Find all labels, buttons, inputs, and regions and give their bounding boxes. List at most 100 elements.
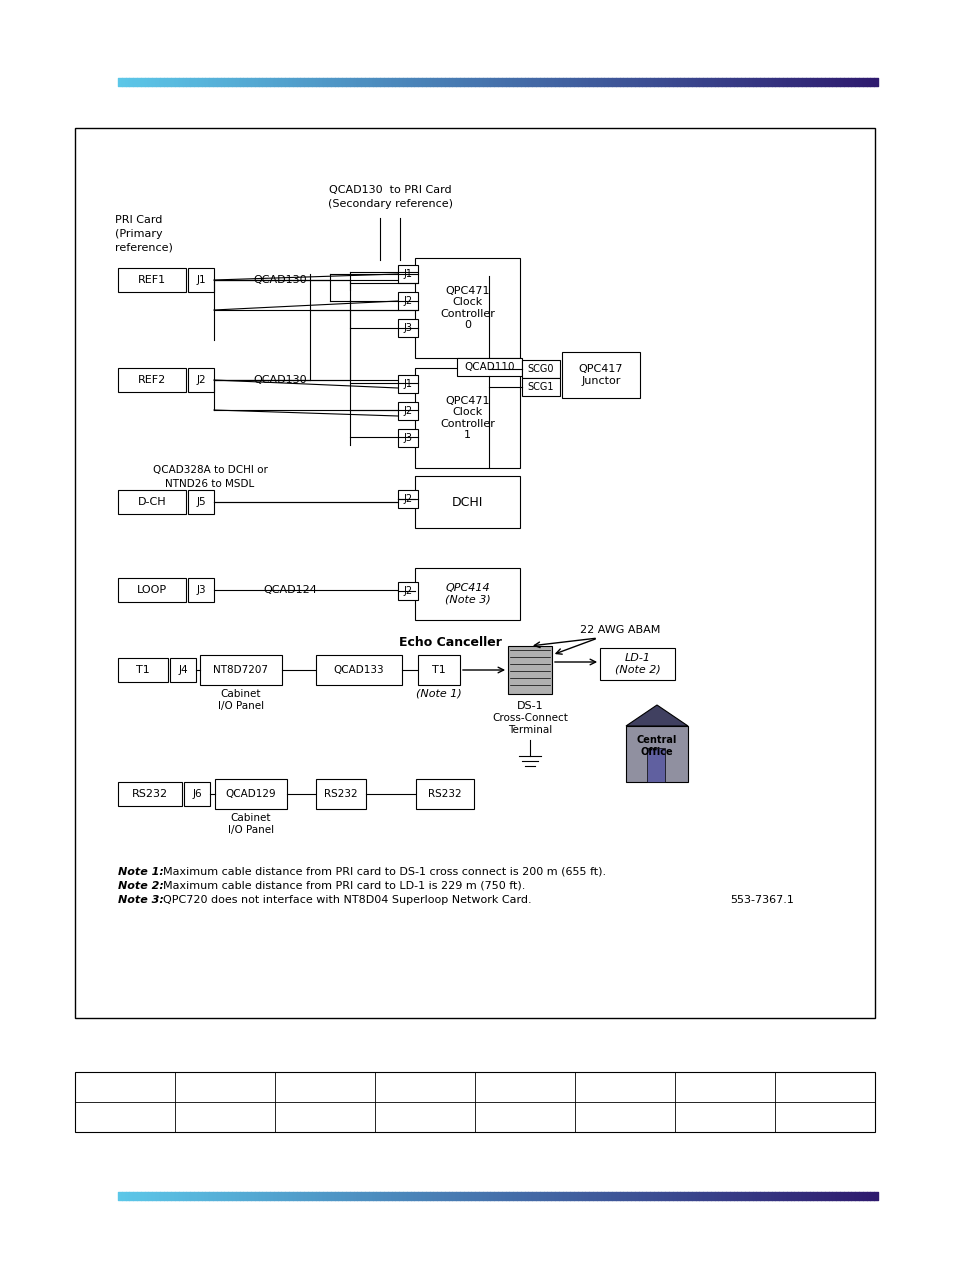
Text: J3: J3 xyxy=(196,585,206,595)
Bar xyxy=(456,357,521,377)
Text: REF1: REF1 xyxy=(138,275,166,285)
Bar xyxy=(188,268,213,293)
Text: QCAD130: QCAD130 xyxy=(253,375,307,385)
Bar xyxy=(397,265,417,282)
Text: QPC471: QPC471 xyxy=(445,286,489,296)
Bar xyxy=(646,748,664,782)
Text: J3: J3 xyxy=(403,432,412,443)
Bar xyxy=(188,577,213,602)
Text: J4: J4 xyxy=(178,665,188,675)
Text: LOOP: LOOP xyxy=(137,585,167,595)
Text: J5: J5 xyxy=(196,497,206,508)
Text: DS-1: DS-1 xyxy=(517,701,543,711)
Text: Maximum cable distance from PRI card to DS-1 cross connect is 200 m (655 ft).: Maximum cable distance from PRI card to … xyxy=(156,868,606,876)
Text: J2: J2 xyxy=(196,375,206,385)
Text: I/O Panel: I/O Panel xyxy=(217,701,264,711)
Bar xyxy=(397,375,417,393)
Bar xyxy=(415,476,519,528)
Text: Office: Office xyxy=(640,747,673,757)
Text: Clock: Clock xyxy=(452,407,482,417)
Bar xyxy=(397,293,417,310)
Text: 1: 1 xyxy=(463,430,471,440)
Bar xyxy=(118,490,186,514)
Text: (Secondary reference): (Secondary reference) xyxy=(327,198,452,209)
Text: QCAD328A to DCHI or: QCAD328A to DCHI or xyxy=(152,466,267,474)
Bar xyxy=(415,569,519,619)
Text: Note 3:: Note 3: xyxy=(118,895,164,904)
Bar xyxy=(417,655,459,686)
Text: Clock: Clock xyxy=(452,298,482,308)
Text: Central: Central xyxy=(637,735,677,745)
Bar xyxy=(397,583,417,600)
Text: Cabinet: Cabinet xyxy=(220,689,261,700)
Bar xyxy=(521,360,559,378)
Bar xyxy=(521,378,559,396)
Text: QPC414: QPC414 xyxy=(445,584,489,594)
Text: QCAD129: QCAD129 xyxy=(226,789,276,799)
Text: 553-7367.1: 553-7367.1 xyxy=(729,895,793,904)
Bar xyxy=(397,319,417,337)
Text: REF2: REF2 xyxy=(138,375,166,385)
Text: D-CH: D-CH xyxy=(137,497,166,508)
Text: RS232: RS232 xyxy=(324,789,357,799)
Text: T1: T1 xyxy=(432,665,445,675)
Text: SCG1: SCG1 xyxy=(527,382,554,392)
Bar xyxy=(188,368,213,392)
Bar xyxy=(118,658,168,682)
Text: reference): reference) xyxy=(115,243,172,253)
Bar xyxy=(200,655,282,686)
Text: Terminal: Terminal xyxy=(507,725,552,735)
Text: J1: J1 xyxy=(196,275,206,285)
Bar xyxy=(214,778,287,809)
Text: Controller: Controller xyxy=(439,309,495,318)
Text: Cabinet: Cabinet xyxy=(231,813,271,823)
Text: J3: J3 xyxy=(403,323,412,333)
Text: J2: J2 xyxy=(403,406,412,416)
Text: J1: J1 xyxy=(403,379,412,389)
Text: (Primary: (Primary xyxy=(115,229,162,239)
Text: J2: J2 xyxy=(403,296,412,307)
Text: QCAD110: QCAD110 xyxy=(464,363,515,371)
Text: Echo Canceller: Echo Canceller xyxy=(398,636,501,649)
Bar xyxy=(397,490,417,508)
Text: QPC720 does not interface with NT8D04 Superloop Network Card.: QPC720 does not interface with NT8D04 Su… xyxy=(156,895,532,904)
Bar xyxy=(188,490,213,514)
Bar xyxy=(561,352,639,398)
Text: J2: J2 xyxy=(403,586,412,597)
Bar xyxy=(599,647,675,681)
Text: 0: 0 xyxy=(463,319,471,329)
Bar xyxy=(625,726,687,782)
Text: Controller: Controller xyxy=(439,418,495,429)
Text: QCAD130: QCAD130 xyxy=(253,275,307,285)
Text: Note 2:: Note 2: xyxy=(118,881,164,890)
Text: T1: T1 xyxy=(136,665,150,675)
Bar xyxy=(118,782,182,806)
Text: LD-1: LD-1 xyxy=(624,654,650,664)
Text: (Note 1): (Note 1) xyxy=(416,689,461,700)
Bar xyxy=(415,258,519,357)
Bar xyxy=(184,782,210,806)
Text: NTND26 to MSDL: NTND26 to MSDL xyxy=(165,480,254,488)
Text: Note 1:: Note 1: xyxy=(118,868,164,876)
Bar xyxy=(416,778,474,809)
Bar xyxy=(75,128,874,1018)
Bar xyxy=(170,658,195,682)
Text: J2: J2 xyxy=(403,494,412,504)
Bar xyxy=(397,429,417,446)
Text: J1: J1 xyxy=(403,268,412,279)
Text: QCAD130  to PRI Card: QCAD130 to PRI Card xyxy=(329,184,451,195)
Text: (Note 3): (Note 3) xyxy=(444,594,490,604)
Bar xyxy=(315,778,366,809)
Text: I/O Panel: I/O Panel xyxy=(228,826,274,834)
Bar xyxy=(118,577,186,602)
Text: PRI Card: PRI Card xyxy=(115,215,162,225)
Bar xyxy=(118,368,186,392)
Text: QPC471: QPC471 xyxy=(445,396,489,406)
Bar xyxy=(118,268,186,293)
Text: QPC417: QPC417 xyxy=(578,364,622,374)
Text: DCHI: DCHI xyxy=(452,496,482,509)
Bar xyxy=(415,368,519,468)
Bar xyxy=(507,646,552,695)
Text: Maximum cable distance from PRI card to LD-1 is 229 m (750 ft).: Maximum cable distance from PRI card to … xyxy=(156,881,525,890)
Text: NT8D7207: NT8D7207 xyxy=(213,665,268,675)
